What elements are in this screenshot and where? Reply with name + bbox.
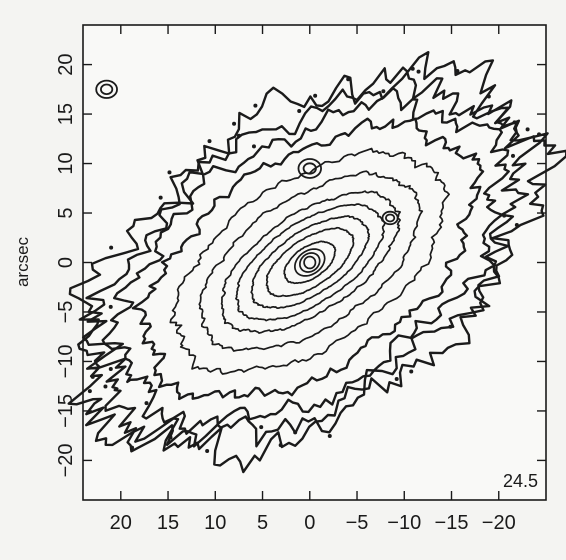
noise-speck xyxy=(313,94,317,98)
x-tick-label: 15 xyxy=(157,512,179,534)
y-tick-label: 5 xyxy=(55,207,77,218)
x-tick-label: 0 xyxy=(304,512,315,534)
noise-speck xyxy=(145,401,149,405)
noise-speck xyxy=(293,430,297,434)
noise-speck xyxy=(448,325,452,329)
noise-speck xyxy=(513,120,517,124)
noise-speck xyxy=(381,89,385,93)
noise-speck xyxy=(279,443,283,447)
noise-speck xyxy=(205,449,209,453)
magnitude-annotation: 24.5 xyxy=(503,471,538,491)
noise-speck xyxy=(91,375,95,379)
noise-speck xyxy=(411,67,415,71)
noise-speck xyxy=(395,377,399,381)
noise-speck xyxy=(297,109,301,113)
noise-speck xyxy=(346,77,350,81)
y-tick-label: 20 xyxy=(55,53,77,75)
noise-speck xyxy=(515,223,519,227)
y-tick-label: −10 xyxy=(55,344,77,378)
y-tick-label: −20 xyxy=(55,443,77,477)
noise-speck xyxy=(130,446,134,450)
noise-speck xyxy=(455,69,459,73)
noise-speck xyxy=(109,246,113,250)
noise-speck xyxy=(328,434,332,438)
noise-speck xyxy=(232,122,236,126)
y-tick-label: 10 xyxy=(55,152,77,174)
noise-speck xyxy=(103,384,107,388)
noise-speck xyxy=(537,132,541,136)
x-tick-label: 5 xyxy=(257,512,268,534)
noise-speck xyxy=(253,104,257,108)
noise-speck xyxy=(167,170,171,174)
noise-speck xyxy=(159,196,163,200)
noise-speck xyxy=(237,134,241,138)
x-tick-label: −10 xyxy=(387,512,421,534)
y-tick-label: −15 xyxy=(55,394,77,428)
noise-speck xyxy=(109,367,113,371)
noise-speck xyxy=(502,214,506,218)
y-tick-labels: 20 15 10 5 0 −5 −10 −15 −20 xyxy=(55,53,77,477)
noise-speck xyxy=(259,425,263,429)
noise-speck xyxy=(417,70,421,74)
noise-speck xyxy=(487,94,491,98)
noise-speck xyxy=(208,139,212,143)
x-tick-label: −15 xyxy=(435,512,469,534)
noise-speck xyxy=(88,389,92,393)
noise-speck xyxy=(409,369,413,373)
noise-speck xyxy=(526,127,530,131)
y-axis-label: arcsec xyxy=(13,236,32,287)
x-tick-label: −20 xyxy=(482,512,516,534)
noise-speck xyxy=(109,305,113,309)
y-tick-label: 15 xyxy=(55,103,77,125)
x-tick-label: 10 xyxy=(204,512,226,534)
noise-speck xyxy=(169,435,173,439)
x-tick-label: −5 xyxy=(346,512,369,534)
noise-speck xyxy=(252,144,256,148)
x-tick-labels: 20 15 10 5 0 −5 −10 −15 −20 xyxy=(110,512,516,534)
y-tick-label: 0 xyxy=(55,257,77,268)
y-tick-label: −5 xyxy=(55,301,77,324)
x-tick-label: 20 xyxy=(110,512,132,534)
noise-speck xyxy=(511,154,515,158)
